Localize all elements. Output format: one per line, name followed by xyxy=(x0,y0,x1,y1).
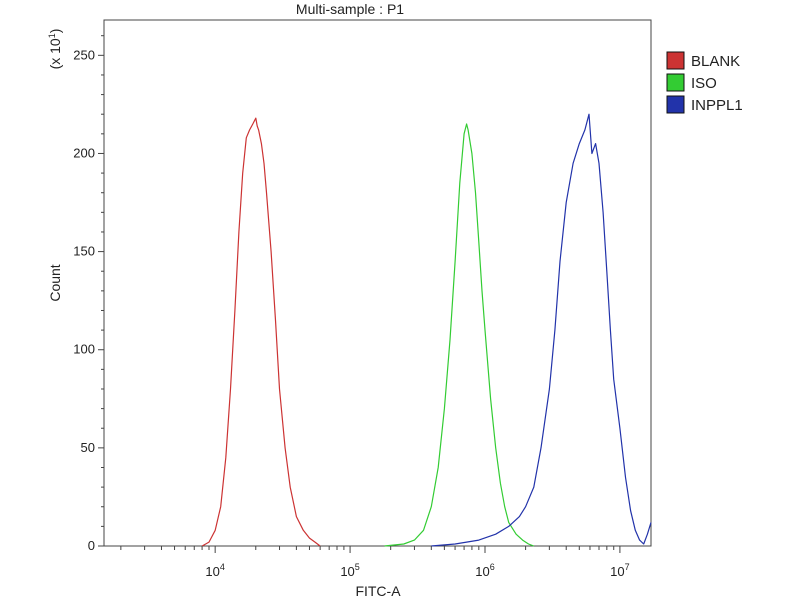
y-axis-multiplier: (x 101) xyxy=(47,29,63,70)
x-tick-label: 107 xyxy=(610,562,629,579)
x-tick-label-base: 10 xyxy=(475,564,489,579)
legend-swatch-iso xyxy=(666,73,685,92)
x-axis-label: FITC-A xyxy=(355,583,401,599)
legend-label-blank: BLANK xyxy=(691,53,740,70)
y-tick-label: 200 xyxy=(73,145,95,160)
series-layer xyxy=(201,113,652,547)
legend-swatch-inppl1 xyxy=(666,95,685,114)
y-tick-label: 50 xyxy=(81,440,95,455)
x-tick-label-base: 10 xyxy=(610,564,624,579)
y-tick-label: 150 xyxy=(73,244,95,259)
legend-swatch-blank xyxy=(666,51,685,70)
x-tick-label-base: 10 xyxy=(205,564,219,579)
x-tick-label-exponent: 6 xyxy=(490,562,495,572)
y-tick-label: 0 xyxy=(88,538,95,553)
x-tick-label: 104 xyxy=(205,562,224,579)
y-axis-label: Count xyxy=(47,264,63,301)
series-line-blank xyxy=(201,117,321,547)
series-line-inppl1 xyxy=(431,113,652,547)
plot-frame xyxy=(103,19,652,547)
y-axis: 0 50 100 150 200 250 xyxy=(73,35,104,553)
x-tick-label-exponent: 4 xyxy=(220,562,225,572)
series-line-iso xyxy=(384,123,535,547)
legend: BLANK ISO INPPL1 xyxy=(666,51,743,114)
legend-label-inppl1: INPPL1 xyxy=(691,97,743,114)
chart-title: Multi-sample : P1 xyxy=(296,1,404,17)
y-multiplier-exponent: 1 xyxy=(47,33,57,38)
x-tick-label: 106 xyxy=(475,562,494,579)
x-axis: 104 105 106 107 xyxy=(120,546,630,579)
y-tick-label: 100 xyxy=(73,342,95,357)
x-tick-label-base: 10 xyxy=(340,564,354,579)
legend-label-iso: ISO xyxy=(691,75,717,92)
y-tick-label: 250 xyxy=(73,47,95,62)
y-multiplier-prefix: (x 10 xyxy=(47,38,63,69)
x-tick-label: 105 xyxy=(340,562,359,579)
x-tick-label-exponent: 5 xyxy=(355,562,360,572)
x-tick-label-exponent: 7 xyxy=(625,562,630,572)
plot-area xyxy=(103,19,652,547)
y-multiplier-suffix: ) xyxy=(47,29,63,34)
